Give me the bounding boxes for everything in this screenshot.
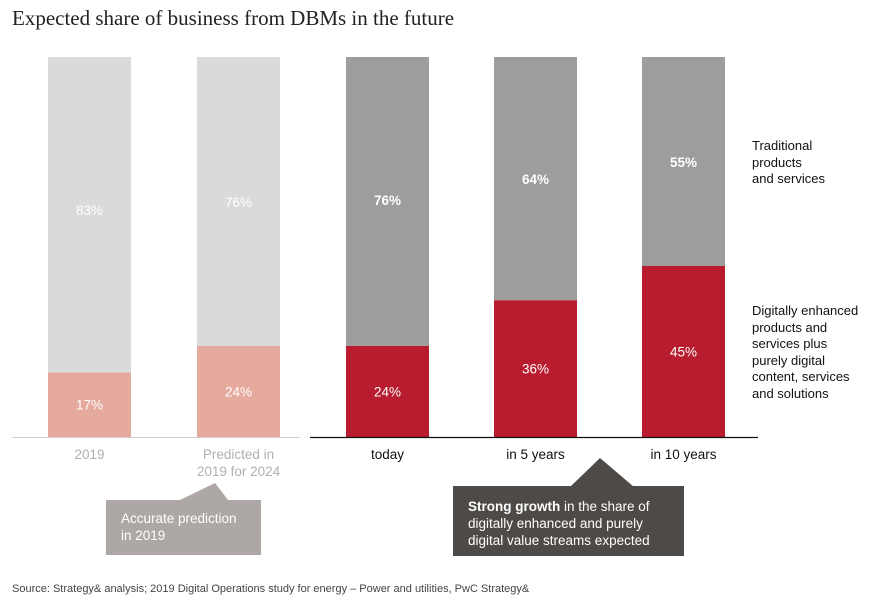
value-label-digital: 36% <box>522 362 549 377</box>
bar-traditional <box>346 57 429 346</box>
callout-pointer <box>570 458 634 487</box>
legend-traditional: Traditional products and services <box>752 138 825 186</box>
value-label-digital: 24% <box>374 384 401 399</box>
value-label-traditional: 76% <box>225 195 252 210</box>
bar-digital <box>494 300 577 437</box>
bar-traditional <box>48 57 131 373</box>
callout-text: in the share of digitally enhanced and p… <box>468 499 650 548</box>
category-label: in 5 years <box>506 447 565 462</box>
category-label: in 10 years <box>650 447 716 462</box>
callout-accurate-prediction: Accurate prediction in 2019 <box>106 500 261 555</box>
value-label-traditional: 64% <box>522 172 549 187</box>
value-label-digital: 17% <box>76 398 103 413</box>
callout-bold: Strong growth <box>468 499 561 514</box>
bar-traditional <box>197 57 280 346</box>
callout-pointer <box>180 483 228 500</box>
chart-title: Expected share of business from DBMs in … <box>12 6 455 30</box>
bar-digital <box>48 372 131 437</box>
category-label: today <box>371 447 404 462</box>
bar-digital <box>642 266 725 437</box>
value-label-digital: 24% <box>225 384 252 399</box>
bar-traditional <box>642 57 725 266</box>
bar-digital <box>346 345 429 437</box>
value-label-traditional: 83% <box>76 203 103 218</box>
category-label: 2019 <box>74 447 104 462</box>
value-label-digital: 45% <box>670 345 697 360</box>
callout-strong-growth: Strong growth in the share of digitally … <box>453 486 684 556</box>
value-label-traditional: 76% <box>374 193 401 208</box>
category-label: 2019 for 2024 <box>197 464 281 479</box>
category-label: Predicted in <box>203 447 274 462</box>
source-note: Source: Strategy& analysis; 2019 Digital… <box>12 583 530 595</box>
legend-digital: Digitally enhanced products and services… <box>752 303 859 401</box>
bar-traditional <box>494 57 577 301</box>
value-label-traditional: 55% <box>670 155 697 170</box>
bar-digital <box>197 345 280 437</box>
